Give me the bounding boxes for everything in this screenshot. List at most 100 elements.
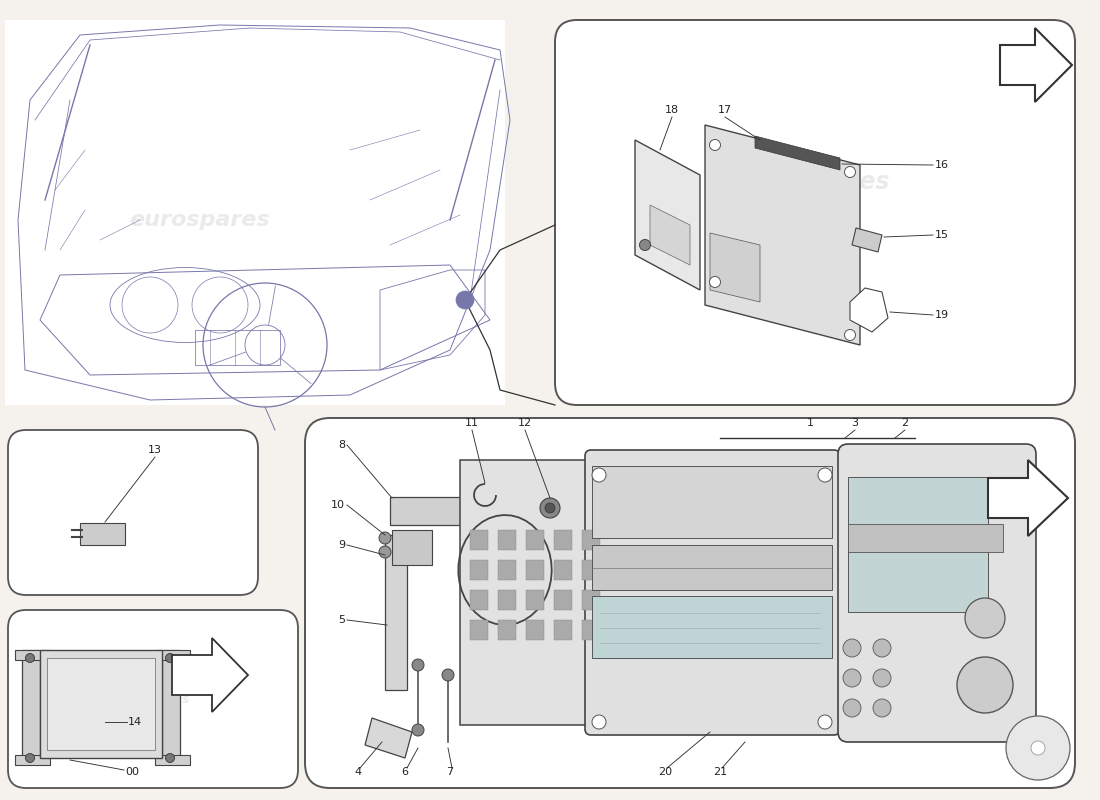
Circle shape: [1006, 716, 1070, 780]
Text: eurospares: eurospares: [657, 590, 824, 616]
Text: 19: 19: [935, 310, 949, 320]
FancyBboxPatch shape: [556, 20, 1075, 405]
Bar: [80, 523, 125, 545]
Bar: [470, 530, 488, 550]
Circle shape: [165, 654, 175, 662]
Circle shape: [845, 330, 856, 341]
Bar: [526, 620, 544, 640]
Polygon shape: [705, 125, 860, 345]
Circle shape: [843, 639, 861, 657]
Bar: [195, 330, 280, 365]
Polygon shape: [1000, 28, 1072, 102]
Text: 21: 21: [713, 767, 727, 777]
Circle shape: [843, 699, 861, 717]
Text: eurospares: eurospares: [740, 170, 890, 194]
Text: 9: 9: [338, 540, 345, 550]
Bar: [554, 530, 572, 550]
Text: 1: 1: [806, 418, 814, 428]
Circle shape: [873, 639, 891, 657]
FancyBboxPatch shape: [838, 444, 1036, 742]
Circle shape: [818, 715, 832, 729]
Bar: [392, 530, 432, 565]
Bar: [470, 620, 488, 640]
Bar: [155, 755, 190, 765]
Polygon shape: [365, 718, 412, 758]
Bar: [162, 650, 180, 762]
Polygon shape: [988, 460, 1068, 536]
Bar: [460, 460, 645, 725]
Circle shape: [845, 166, 856, 178]
Text: 10: 10: [331, 500, 345, 510]
Polygon shape: [852, 228, 882, 252]
Bar: [526, 560, 544, 580]
Text: 00: 00: [125, 767, 139, 777]
Bar: [592, 596, 832, 658]
FancyBboxPatch shape: [305, 418, 1075, 788]
Bar: [470, 590, 488, 610]
Bar: [592, 545, 832, 590]
Text: 12: 12: [518, 418, 532, 428]
Circle shape: [379, 532, 390, 544]
Bar: [155, 650, 190, 660]
Text: 3: 3: [851, 418, 858, 428]
Text: 18: 18: [664, 105, 679, 115]
Text: eurospares: eurospares: [130, 210, 271, 230]
Circle shape: [456, 291, 474, 309]
Text: 15: 15: [935, 230, 949, 240]
Circle shape: [412, 659, 424, 671]
Bar: [40, 650, 162, 758]
Text: 8: 8: [338, 440, 345, 450]
Bar: [15, 650, 50, 660]
Bar: [385, 535, 407, 690]
Bar: [582, 620, 600, 640]
Polygon shape: [755, 136, 840, 170]
Text: 7: 7: [447, 767, 453, 777]
Bar: [15, 755, 50, 765]
Polygon shape: [650, 205, 690, 265]
Polygon shape: [850, 288, 888, 332]
Text: 17: 17: [718, 105, 733, 115]
Bar: [498, 620, 516, 640]
Text: 4: 4: [354, 767, 362, 777]
Bar: [498, 590, 516, 610]
Bar: [498, 530, 516, 550]
Bar: [582, 560, 600, 580]
Circle shape: [873, 699, 891, 717]
Text: 20: 20: [658, 767, 672, 777]
Text: 5: 5: [338, 615, 345, 625]
Circle shape: [412, 724, 424, 736]
Bar: [498, 560, 516, 580]
Bar: [6, 20, 505, 405]
Circle shape: [442, 669, 454, 681]
Polygon shape: [172, 638, 248, 712]
Bar: [848, 524, 1003, 552]
Bar: [848, 477, 988, 612]
FancyBboxPatch shape: [8, 610, 298, 788]
Text: 16: 16: [935, 160, 949, 170]
Text: 11: 11: [465, 418, 478, 428]
Bar: [554, 590, 572, 610]
Circle shape: [544, 503, 556, 513]
Bar: [592, 466, 832, 538]
Circle shape: [639, 239, 650, 250]
Circle shape: [965, 598, 1005, 638]
Bar: [526, 530, 544, 550]
Text: 14: 14: [128, 717, 142, 727]
Bar: [47, 658, 155, 750]
Bar: [390, 497, 495, 525]
Circle shape: [25, 654, 34, 662]
Bar: [526, 590, 544, 610]
Bar: [22, 650, 40, 762]
Circle shape: [873, 669, 891, 687]
Circle shape: [25, 754, 34, 762]
Circle shape: [592, 715, 606, 729]
Polygon shape: [710, 233, 760, 302]
Text: 6: 6: [402, 767, 408, 777]
Bar: [582, 530, 600, 550]
Circle shape: [710, 139, 720, 150]
Circle shape: [957, 657, 1013, 713]
Circle shape: [165, 754, 175, 762]
Circle shape: [379, 546, 390, 558]
Bar: [554, 560, 572, 580]
Bar: [554, 620, 572, 640]
